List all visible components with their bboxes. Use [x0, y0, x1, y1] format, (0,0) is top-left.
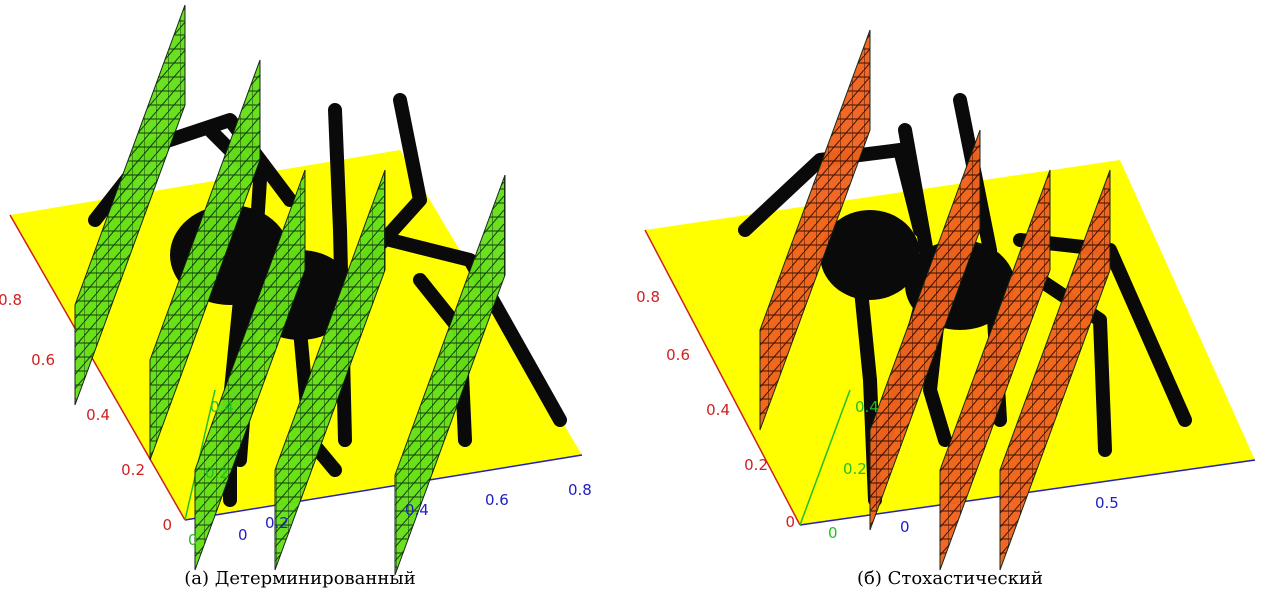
- tick-label: 0.4: [405, 501, 429, 519]
- plane: [939, 169, 1051, 571]
- plane: [149, 59, 261, 461]
- panel-b: 0.8 0.6 0.4 0.2 0 0 0.5 0 0.2 0.4: [636, 29, 1256, 571]
- tick-label: 0.8: [0, 291, 22, 309]
- axis-red: [9, 214, 186, 521]
- tick-label: 0: [238, 526, 248, 544]
- spider-leg: [383, 233, 567, 427]
- tick-label: 0.4: [706, 401, 730, 419]
- plane: [759, 29, 871, 431]
- tick-label: 0.2: [265, 514, 289, 532]
- plane: [869, 129, 981, 531]
- tick-label: 0: [828, 524, 838, 542]
- tick-label: 0.2: [121, 461, 145, 479]
- tick-label: 0.2: [843, 460, 867, 478]
- spider-leg: [1033, 273, 1112, 457]
- tick-label: 0.2: [205, 464, 229, 482]
- spider-body: [820, 210, 920, 300]
- plane: [194, 169, 306, 571]
- tick-label: 0.6: [666, 346, 690, 364]
- caption: (а) Детерминированный: [184, 568, 415, 589]
- axis-green: [799, 389, 851, 526]
- axis-red: [644, 229, 801, 526]
- tick-label: 0: [188, 531, 198, 549]
- tick-label: 0: [785, 513, 795, 531]
- tick-label: 0: [162, 516, 172, 534]
- caption: (б) Стохастический: [857, 568, 1043, 589]
- axis-blue: [184, 454, 583, 521]
- tick-label: 0.4: [855, 398, 879, 416]
- tick-label: 0.8: [636, 288, 660, 306]
- tick-label: 0.2: [744, 456, 768, 474]
- plane: [999, 169, 1111, 571]
- tick-label: 0.6: [31, 351, 55, 369]
- tick-label: 0: [900, 518, 910, 536]
- tick-label: 0.6: [485, 491, 509, 509]
- tick-label: 0.5: [1095, 494, 1119, 512]
- plane: [274, 169, 386, 571]
- plane: [394, 174, 506, 576]
- tick-label: 0.8: [568, 481, 592, 499]
- tick-label: 0.4: [86, 406, 110, 424]
- tick-label: 0.4: [210, 398, 234, 416]
- plane: [74, 4, 186, 406]
